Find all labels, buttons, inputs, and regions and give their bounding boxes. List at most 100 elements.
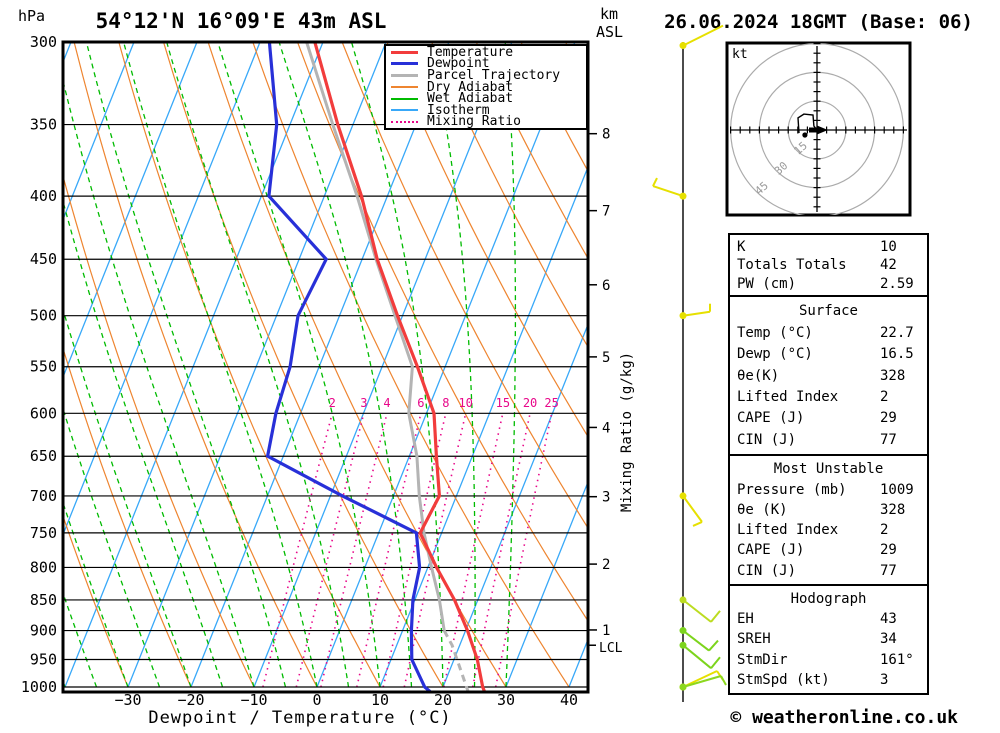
km-tick-label: 1 xyxy=(602,623,610,639)
legend-item-label: Isotherm xyxy=(427,102,490,118)
stat-row: EH 43 xyxy=(730,611,927,627)
stat-value: 2 xyxy=(880,388,889,405)
wind-barb xyxy=(652,177,687,200)
mixing-ratio-value: 15 xyxy=(496,396,510,410)
stat-value: 328 xyxy=(880,367,906,384)
pressure-tick-label: 450 xyxy=(30,250,57,268)
stat-label: Totals Totals xyxy=(737,257,847,273)
legend-line-sample xyxy=(391,73,418,77)
stat-row: PW (cm) 2.59 xyxy=(730,276,927,292)
wind-barb-column xyxy=(652,24,727,702)
hodograph-unit-label: kt xyxy=(732,47,748,62)
stat-value: 77 xyxy=(880,431,897,448)
legend-item: Temperature xyxy=(386,44,586,60)
stats-box: K 10 Totals Totals 42 PW (cm) 2.59 xyxy=(728,233,929,297)
stat-row: CIN (J) 77 xyxy=(730,563,927,579)
temperature-tick-label: 30 xyxy=(497,691,515,709)
stat-row: θe(K) 328 xyxy=(730,368,927,384)
pressure-tick-label: 600 xyxy=(30,404,57,422)
mixing-ratio-labels: 2 3 4 6 8 10 15 20 25 xyxy=(329,396,559,410)
parcel-trajectory-curve xyxy=(305,42,446,631)
wind-barb xyxy=(679,492,703,527)
mixing-ratio-value: 4 xyxy=(383,396,390,410)
legend-item: Parcel Trajectory xyxy=(386,67,586,83)
stats-box: Hodograph EH 43 SREH 34 StmDir 161° StmSpd (kt)… xyxy=(728,584,929,695)
stat-row: CAPE (J) 29 xyxy=(730,542,927,558)
km-tick-label: 6 xyxy=(602,278,610,294)
km-axis: 1 2 3 4 5 6 7 8 LCL xyxy=(588,127,623,656)
stat-row: θe (K) 328 xyxy=(730,502,927,518)
legend-item: Dewpoint xyxy=(386,57,586,70)
legend-line-sample xyxy=(391,62,418,66)
stat-value: 29 xyxy=(880,542,897,559)
pressure-tick-labels: 300 350 400 450 500 550 600 650 700 750 800 850 900 9… xyxy=(21,33,57,696)
temperature-tick-label: −20 xyxy=(177,691,204,709)
stat-value: 29 xyxy=(880,410,897,427)
legend-line-sample xyxy=(391,97,418,100)
mixing-ratio-lines xyxy=(262,413,553,688)
stat-label: Temp (°C) xyxy=(737,324,813,341)
stat-label: θe (K) xyxy=(737,501,788,518)
legend-item-label: Mixing Ratio xyxy=(427,114,521,130)
altitude-axis-unit-km: km xyxy=(600,5,619,23)
stat-label: EH xyxy=(737,611,754,628)
stat-value: 43 xyxy=(880,611,897,628)
stats-box-title: Surface xyxy=(798,303,858,320)
wind-barb xyxy=(679,303,711,320)
legend: Temperature Dewpoint Parcel Trajectory Dry … xyxy=(384,44,588,130)
stat-label: StmSpd (kt) xyxy=(737,671,830,688)
pressure-axis-unit: hPa xyxy=(18,7,46,25)
mixing-ratio-axis-label: Mixing Ratio (g/kg) xyxy=(619,351,635,513)
pressure-tick-label: 400 xyxy=(30,187,57,205)
stat-value: 42 xyxy=(880,257,897,273)
stat-label: CIN (J) xyxy=(737,431,797,448)
stats-tables: K 10 Totals Totals 42 PW (cm) 2.59 Surface Temp… xyxy=(728,233,929,695)
km-tick-label: 7 xyxy=(602,204,610,220)
stat-label: CAPE (J) xyxy=(737,542,805,559)
stat-label: PW (cm) xyxy=(737,275,797,292)
stat-value: 1009 xyxy=(880,481,914,498)
km-tick-label: 3 xyxy=(602,490,610,506)
mixing-ratio-value: 25 xyxy=(544,396,558,410)
temperature-tick-label: 20 xyxy=(434,691,452,709)
pressure-tick-label: 650 xyxy=(30,447,57,465)
legend-item-label: Parcel Trajectory xyxy=(427,67,561,83)
valid-datetime: 26.06.2024 18GMT (Base: 06) xyxy=(664,11,973,33)
stat-value: 328 xyxy=(880,501,906,518)
legend-item-label: Temperature xyxy=(427,44,514,60)
stat-label: StmDir xyxy=(737,651,788,668)
stats-box: Most Unstable Pressure (mb) 1009 θe (K) 328 L… xyxy=(728,454,929,586)
storm-motion-arrow xyxy=(817,125,828,135)
temperature-tick-label: −10 xyxy=(240,691,267,709)
stat-row: Pressure (mb) 1009 xyxy=(730,482,927,498)
stats-box-title: Hodograph xyxy=(790,591,867,608)
stat-value: 16.5 xyxy=(880,346,914,363)
stats-box: Surface Temp (°C) 22.7 Dewp (°C) 16.5 θe(K) 32… xyxy=(728,295,929,456)
legend-line-sample xyxy=(391,86,418,88)
pressure-tick-label: 900 xyxy=(30,622,57,640)
pressure-tick-label: 700 xyxy=(30,487,57,505)
mixing-ratio-value: 6 xyxy=(417,396,424,410)
stat-label: Pressure (mb) xyxy=(737,481,847,498)
stat-row: StmSpd (kt) 3 xyxy=(730,672,927,688)
x-axis-label: Dewpoint / Temperature (°C) xyxy=(148,708,452,728)
pressure-tick-label: 1000 xyxy=(21,678,57,696)
sounding-curves xyxy=(265,42,487,692)
stat-value: 34 xyxy=(880,631,897,648)
pressure-tick-label: 800 xyxy=(30,558,57,576)
pressure-tick-label: 350 xyxy=(30,116,57,134)
stat-label: SREH xyxy=(737,631,771,648)
legend-item-label: Dry Adiabat xyxy=(427,79,514,95)
dewpoint-curve xyxy=(265,42,432,692)
stat-row: CAPE (J) 29 xyxy=(730,410,927,426)
wind-barb xyxy=(679,627,719,652)
mixing-ratio-value: 8 xyxy=(442,396,449,410)
stat-row: Lifted Index 2 xyxy=(730,389,927,405)
stat-value: 161° xyxy=(880,651,914,668)
pressure-tick-label: 550 xyxy=(30,358,57,376)
page-title: 54°12'N 16°09'E 43m ASL xyxy=(95,9,387,33)
mixing-ratio-value: 3 xyxy=(360,396,367,410)
km-tick-label: 4 xyxy=(602,420,610,436)
